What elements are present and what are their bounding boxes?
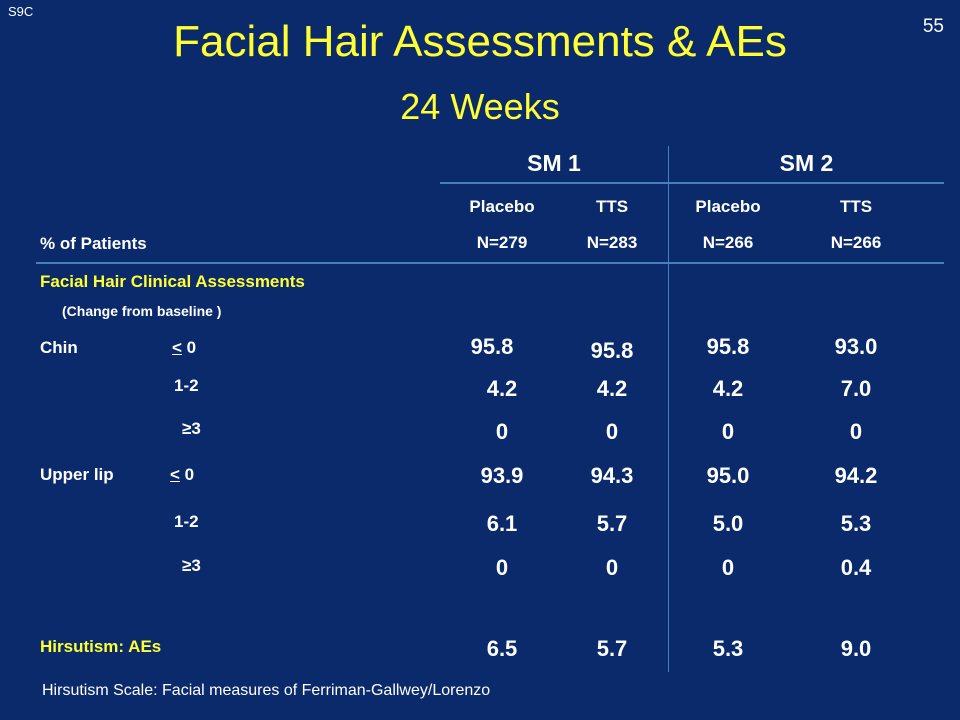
- ae-value: 5.7: [596, 636, 628, 661]
- upper-lip-label: Upper lip: [40, 465, 114, 484]
- group-divider: [668, 146, 669, 672]
- upper-lip-category: 1-2: [174, 512, 199, 531]
- column-header-n: N=266: [702, 233, 754, 252]
- upper-lip-category: < 0: [170, 465, 195, 484]
- ae-value: 9.0: [840, 636, 872, 661]
- slide-subtitle: 24 Weeks: [400, 86, 560, 127]
- chin-value: 95.8: [590, 338, 634, 363]
- chin-value: 4.2: [486, 376, 518, 401]
- chin-category: 1-2: [174, 376, 199, 395]
- ae-row-label: Hirsutism: AEs: [40, 637, 162, 656]
- chin-value: 93.0: [834, 334, 878, 359]
- upper-lip-value: 5.0: [712, 511, 744, 536]
- chin-label: Chin: [40, 338, 78, 357]
- upper-lip-value: 5.3: [840, 511, 872, 536]
- column-header-arm: TTS: [595, 197, 629, 216]
- footnote: Hirsutism Scale: Facial measures of Ferr…: [42, 682, 491, 699]
- chin-value: 7.0: [840, 376, 872, 401]
- upper-lip-value: 5.7: [596, 511, 628, 536]
- upper-lip-value: 95.0: [706, 463, 750, 488]
- column-header-n: N=279: [476, 233, 528, 252]
- chin-category: < 0: [172, 338, 197, 357]
- upper-lip-value: 93.9: [480, 463, 524, 488]
- upper-lip-value: 0.4: [840, 555, 872, 580]
- chin-value: 95.8: [470, 334, 514, 359]
- chin-value: 4.2: [596, 376, 628, 401]
- upper-lip-value: 0: [721, 555, 735, 580]
- column-header-arm: Placebo: [695, 197, 761, 216]
- column-header-rule: [36, 262, 944, 264]
- column-header-arm: TTS: [839, 197, 873, 216]
- slide-id: S9C: [8, 4, 34, 19]
- group-header-rule: [440, 182, 944, 184]
- upper-lip-value: 94.3: [590, 463, 634, 488]
- page-number: 55: [922, 16, 944, 37]
- chin-value: 0: [721, 419, 735, 444]
- upper-lip-value: 0: [605, 555, 619, 580]
- ae-value: 6.5: [486, 636, 518, 661]
- ae-value: 5.3: [712, 636, 744, 661]
- upper-lip-value: 0: [495, 555, 509, 580]
- upper-lip-value: 6.1: [486, 511, 518, 536]
- chin-value: 95.8: [706, 334, 750, 359]
- slide-title: Facial Hair Assessments & AEs: [173, 17, 787, 66]
- chin-value: 4.2: [712, 376, 744, 401]
- column-header-n: N=266: [830, 233, 882, 252]
- section-note: (Change from baseline ): [62, 303, 222, 319]
- upper-lip-category: ≥3: [182, 556, 201, 575]
- chin-category: ≥3: [182, 419, 201, 438]
- row-header-label: % of Patients: [40, 234, 147, 253]
- chin-value: 0: [849, 419, 863, 444]
- column-header-n: N=283: [586, 233, 638, 252]
- group-header-sm1: SM 1: [527, 150, 581, 176]
- section-title: Facial Hair Clinical Assessments: [40, 272, 305, 291]
- upper-lip-value: 94.2: [834, 463, 878, 488]
- chin-value: 0: [495, 419, 509, 444]
- chin-value: 0: [605, 419, 619, 444]
- column-header-arm: Placebo: [469, 197, 535, 216]
- group-header-sm2: SM 2: [779, 150, 834, 176]
